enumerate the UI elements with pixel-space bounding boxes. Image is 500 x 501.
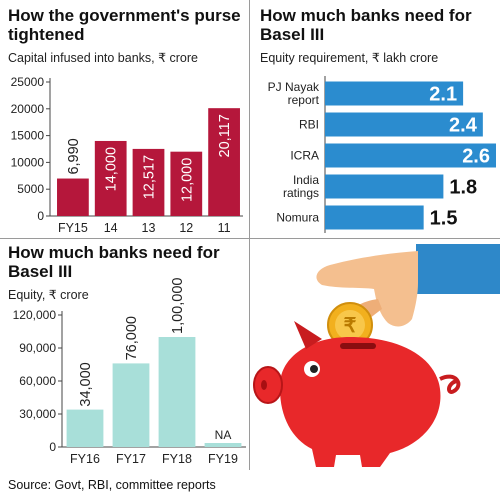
chart1-value-label: 20,117 — [217, 114, 233, 157]
chart3-y-tick-label: 90,000 — [19, 341, 56, 355]
chart3-value-label: 76,000 — [124, 316, 140, 360]
chart1-value-label: 14,000 — [104, 147, 120, 191]
chart1-bar — [132, 148, 165, 216]
chart3-value-label: 1,00,000 — [170, 278, 186, 334]
chart1-x-tick-label: 11 — [218, 221, 231, 235]
chart1-y-tick-label: 0 — [37, 209, 44, 223]
chart2-category-label: RBI — [299, 118, 319, 132]
chart2-bar — [325, 143, 496, 168]
chart2-value-label: 2.4 — [449, 115, 478, 137]
chart2-category-label: PJ Nayak — [268, 80, 320, 94]
piggy-tail-shape — [439, 374, 461, 394]
chart3-y-tick-label: 30,000 — [19, 407, 56, 421]
chart2-bar — [325, 174, 444, 199]
chart3-title: How much banks need for Basel III — [8, 243, 220, 281]
chart3-x-tick-label: FY16 — [70, 452, 100, 466]
chart3-svg: 0 30,000 60,000 90,000 120,000 34,000 FY16 76,0… — [13, 278, 246, 466]
coin-inner-icon — [335, 310, 365, 340]
chart3-bar — [158, 337, 196, 447]
chart1-bar — [170, 151, 203, 216]
panel-basel-crore: How much banks need for Basel III Equity… — [0, 239, 249, 479]
chart2-value-label: 1.8 — [449, 177, 477, 199]
chart1-title: How the government's purse tightened — [8, 6, 241, 44]
chart2-bar — [325, 81, 464, 106]
piggy-ear-shape — [294, 321, 322, 349]
chart1-x-tick-label: FY15 — [58, 221, 88, 235]
chart3-y-tick-label: 0 — [49, 440, 56, 454]
chart3-bar — [204, 443, 242, 447]
horizontal-divider — [0, 238, 500, 239]
chart2-category-label: Nomura — [276, 211, 319, 225]
piggy-pupil-icon — [310, 365, 318, 373]
chart3-x-tick-label: FY17 — [116, 452, 146, 466]
vertical-divider — [249, 0, 250, 470]
chart2-category-label: report — [288, 93, 320, 107]
chart1-value-label: 12,517 — [142, 155, 158, 199]
chart3-value-label: 34,000 — [78, 362, 94, 406]
chart1-x-tick-label: 13 — [142, 221, 156, 235]
chart1-x-tick-label: 12 — [179, 221, 193, 235]
panel-capital-infused: How the government's purse tightened Cap… — [0, 0, 249, 238]
hand-shape — [316, 251, 418, 327]
chart1-svg: 0 5000 10000 15000 20000 25000 6,990 FY15 14,000… — [11, 75, 243, 235]
coin-symbol: ₹ — [344, 315, 357, 337]
panel-illustration: ₹ — [250, 239, 500, 479]
chart2-category-label: ratings — [283, 186, 319, 200]
chart3-bar — [112, 363, 150, 447]
chart1-value-label: 6,990 — [66, 138, 82, 174]
chart2-value-label: 2.6 — [462, 146, 490, 168]
chart1-y-tick-label: 25000 — [11, 75, 45, 89]
chart3-value-label: NA — [215, 428, 232, 442]
piggy-bank-illustration: ₹ — [253, 244, 500, 467]
piggy-body-shape — [279, 337, 441, 467]
piggy-snout-shape — [253, 366, 283, 404]
chart2-bar — [325, 112, 483, 137]
chart1-value-label: 12,000 — [179, 158, 195, 202]
panel-basel-lakh-crore: How much banks need for Basel III Equity… — [250, 0, 500, 238]
chart1-y-tick-label: 10000 — [11, 155, 45, 169]
chart1-x-tick-label: 14 — [104, 221, 118, 235]
chart1-y-tick-label: 20000 — [11, 102, 45, 116]
chart2-category-label: ICRA — [290, 149, 319, 163]
chart3-x-tick-label: FY19 — [208, 452, 238, 466]
chart1-bar — [57, 178, 89, 216]
coin-slot-shape — [340, 343, 376, 349]
chart1-y-tick-label: 15000 — [11, 129, 45, 143]
chart2-value-label: 2.1 — [429, 84, 457, 106]
chart2-category-label: India — [293, 173, 319, 187]
chart2-value-label: 1.5 — [430, 208, 458, 230]
sleeve-shape — [416, 244, 500, 294]
chart3-y-tick-label: 120,000 — [13, 308, 57, 322]
chart3-x-tick-label: FY18 — [162, 452, 192, 466]
chart2-bar — [325, 205, 424, 230]
chart1-y-tick-label: 5000 — [17, 182, 44, 196]
chart1-bar — [208, 108, 240, 216]
chart3-bar — [66, 409, 104, 447]
chart1-subtitle: Capital infused into banks, ₹ crore — [8, 51, 198, 65]
chart1-bar — [94, 140, 127, 216]
chart2-subtitle: Equity requirement, ₹ lakh crore — [260, 51, 439, 65]
source-note: Source: Govt, RBI, committee reports — [8, 478, 216, 492]
piggy-nostril-icon — [261, 380, 267, 390]
chart3-subtitle: Equity, ₹ crore — [8, 288, 89, 302]
chart2-title: How much banks need for Basel III — [260, 6, 472, 44]
chart3-y-tick-label: 60,000 — [19, 374, 56, 388]
